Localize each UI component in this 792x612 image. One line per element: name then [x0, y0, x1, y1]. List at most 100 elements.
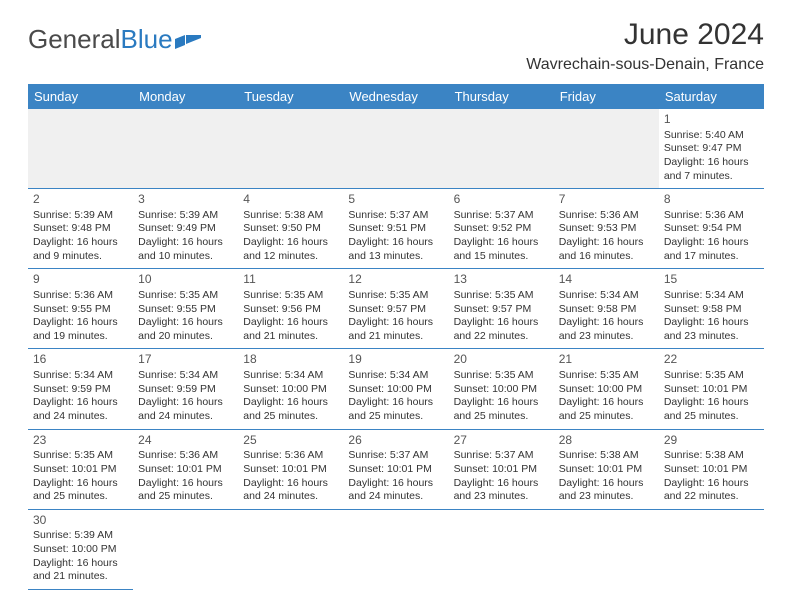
daylight-text: and 15 minutes.: [454, 250, 549, 264]
day-number: 18: [243, 352, 338, 368]
calendar-day-cell: 29Sunrise: 5:38 AMSunset: 10:01 PMDaylig…: [659, 429, 764, 509]
day-number: 12: [348, 272, 443, 288]
weekday-header: Thursday: [449, 84, 554, 109]
calendar-day-cell: [554, 509, 659, 589]
calendar-day-cell: 16Sunrise: 5:34 AMSunset: 9:59 PMDayligh…: [28, 349, 133, 429]
daylight-text: Daylight: 16 hours: [243, 316, 338, 330]
daylight-text: Daylight: 16 hours: [559, 477, 654, 491]
sunrise-text: Sunrise: 5:38 AM: [243, 209, 338, 223]
daylight-text: Daylight: 16 hours: [348, 236, 443, 250]
day-number: 15: [664, 272, 759, 288]
day-number: 28: [559, 433, 654, 449]
sunset-text: Sunset: 10:01 PM: [138, 463, 233, 477]
sunrise-text: Sunrise: 5:35 AM: [138, 289, 233, 303]
day-number: 4: [243, 192, 338, 208]
daylight-text: Daylight: 16 hours: [454, 316, 549, 330]
sunset-text: Sunset: 9:59 PM: [138, 383, 233, 397]
daylight-text: Daylight: 16 hours: [348, 396, 443, 410]
sunset-text: Sunset: 9:57 PM: [454, 303, 549, 317]
sunset-text: Sunset: 10:01 PM: [664, 383, 759, 397]
daylight-text: Daylight: 16 hours: [454, 236, 549, 250]
calendar-week-row: 1Sunrise: 5:40 AMSunset: 9:47 PMDaylight…: [28, 109, 764, 189]
daylight-text: and 25 minutes.: [348, 410, 443, 424]
daylight-text: Daylight: 16 hours: [454, 396, 549, 410]
sunset-text: Sunset: 9:57 PM: [348, 303, 443, 317]
brand-name-2: Blue: [121, 24, 173, 55]
daylight-text: Daylight: 16 hours: [664, 236, 759, 250]
sunrise-text: Sunrise: 5:35 AM: [559, 369, 654, 383]
sunrise-text: Sunrise: 5:35 AM: [348, 289, 443, 303]
daylight-text: Daylight: 16 hours: [138, 236, 233, 250]
title-block: June 2024 Wavrechain-sous-Denain, France: [526, 18, 764, 74]
calendar-day-cell: 10Sunrise: 5:35 AMSunset: 9:55 PMDayligh…: [133, 269, 238, 349]
daylight-text: and 13 minutes.: [348, 250, 443, 264]
sunset-text: Sunset: 10:01 PM: [348, 463, 443, 477]
location-label: Wavrechain-sous-Denain, France: [526, 56, 764, 74]
daylight-text: and 21 minutes.: [243, 330, 338, 344]
calendar-day-cell: 13Sunrise: 5:35 AMSunset: 9:57 PMDayligh…: [449, 269, 554, 349]
day-number: 29: [664, 433, 759, 449]
daylight-text: and 10 minutes.: [138, 250, 233, 264]
day-number: 3: [138, 192, 233, 208]
sunset-text: Sunset: 10:01 PM: [664, 463, 759, 477]
daylight-text: and 23 minutes.: [559, 490, 654, 504]
calendar-day-cell: [659, 509, 764, 589]
flag-icon: [175, 35, 203, 55]
weekday-header-row: Sunday Monday Tuesday Wednesday Thursday…: [28, 84, 764, 109]
calendar-day-cell: 26Sunrise: 5:37 AMSunset: 10:01 PMDaylig…: [343, 429, 448, 509]
calendar-day-cell: 22Sunrise: 5:35 AMSunset: 10:01 PMDaylig…: [659, 349, 764, 429]
day-number: 30: [33, 513, 128, 529]
calendar-day-cell: 6Sunrise: 5:37 AMSunset: 9:52 PMDaylight…: [449, 189, 554, 269]
calendar-day-cell: 24Sunrise: 5:36 AMSunset: 10:01 PMDaylig…: [133, 429, 238, 509]
calendar-day-cell: [554, 109, 659, 189]
day-number: 19: [348, 352, 443, 368]
calendar-day-cell: 19Sunrise: 5:34 AMSunset: 10:00 PMDaylig…: [343, 349, 448, 429]
sunrise-text: Sunrise: 5:39 AM: [33, 209, 128, 223]
sunset-text: Sunset: 9:56 PM: [243, 303, 338, 317]
daylight-text: Daylight: 16 hours: [559, 236, 654, 250]
daylight-text: Daylight: 16 hours: [243, 236, 338, 250]
calendar-day-cell: 20Sunrise: 5:35 AMSunset: 10:00 PMDaylig…: [449, 349, 554, 429]
weekday-header: Saturday: [659, 84, 764, 109]
weekday-header: Wednesday: [343, 84, 448, 109]
calendar-day-cell: [28, 109, 133, 189]
daylight-text: Daylight: 16 hours: [138, 396, 233, 410]
sunset-text: Sunset: 9:55 PM: [33, 303, 128, 317]
calendar-day-cell: 11Sunrise: 5:35 AMSunset: 9:56 PMDayligh…: [238, 269, 343, 349]
day-number: 17: [138, 352, 233, 368]
sunset-text: Sunset: 10:01 PM: [243, 463, 338, 477]
calendar-day-cell: [449, 509, 554, 589]
calendar-day-cell: 5Sunrise: 5:37 AMSunset: 9:51 PMDaylight…: [343, 189, 448, 269]
daylight-text: Daylight: 16 hours: [33, 557, 128, 571]
daylight-text: Daylight: 16 hours: [664, 477, 759, 491]
day-number: 8: [664, 192, 759, 208]
sunrise-text: Sunrise: 5:34 AM: [138, 369, 233, 383]
calendar-day-cell: [343, 109, 448, 189]
sunset-text: Sunset: 9:58 PM: [559, 303, 654, 317]
sunrise-text: Sunrise: 5:37 AM: [454, 209, 549, 223]
calendar-day-cell: 9Sunrise: 5:36 AMSunset: 9:55 PMDaylight…: [28, 269, 133, 349]
weekday-header: Friday: [554, 84, 659, 109]
calendar-table: Sunday Monday Tuesday Wednesday Thursday…: [28, 84, 764, 590]
daylight-text: and 19 minutes.: [33, 330, 128, 344]
sunset-text: Sunset: 9:58 PM: [664, 303, 759, 317]
daylight-text: Daylight: 16 hours: [243, 477, 338, 491]
day-number: 2: [33, 192, 128, 208]
daylight-text: and 16 minutes.: [559, 250, 654, 264]
daylight-text: and 24 minutes.: [138, 410, 233, 424]
daylight-text: Daylight: 16 hours: [33, 316, 128, 330]
daylight-text: and 20 minutes.: [138, 330, 233, 344]
calendar-day-cell: [133, 509, 238, 589]
day-number: 21: [559, 352, 654, 368]
daylight-text: Daylight: 16 hours: [33, 477, 128, 491]
calendar-week-row: 9Sunrise: 5:36 AMSunset: 9:55 PMDaylight…: [28, 269, 764, 349]
day-number: 9: [33, 272, 128, 288]
sunrise-text: Sunrise: 5:36 AM: [559, 209, 654, 223]
calendar-week-row: 16Sunrise: 5:34 AMSunset: 9:59 PMDayligh…: [28, 349, 764, 429]
day-number: 26: [348, 433, 443, 449]
daylight-text: and 21 minutes.: [33, 570, 128, 584]
sunrise-text: Sunrise: 5:35 AM: [454, 289, 549, 303]
sunset-text: Sunset: 9:49 PM: [138, 222, 233, 236]
daylight-text: and 24 minutes.: [348, 490, 443, 504]
calendar-day-cell: 25Sunrise: 5:36 AMSunset: 10:01 PMDaylig…: [238, 429, 343, 509]
